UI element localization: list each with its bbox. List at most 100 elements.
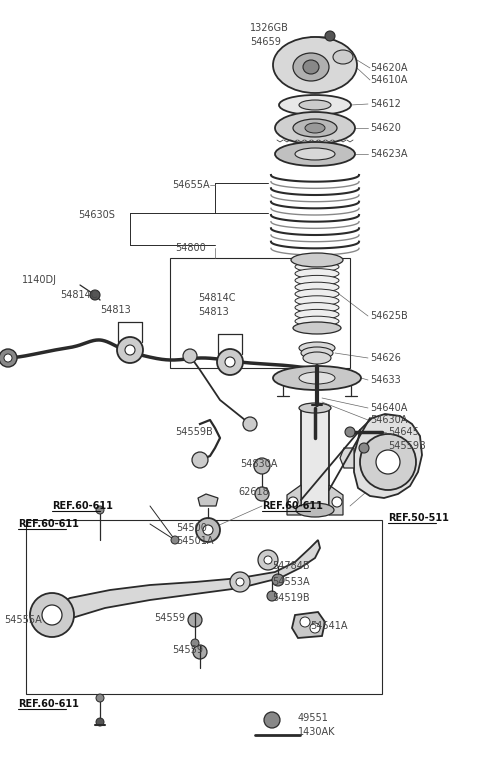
Text: 54623A: 54623A (370, 149, 408, 159)
Circle shape (171, 536, 179, 544)
Ellipse shape (295, 262, 339, 272)
Circle shape (217, 349, 243, 375)
Ellipse shape (291, 253, 343, 267)
Polygon shape (354, 414, 422, 498)
Circle shape (258, 550, 278, 570)
Text: 54500: 54500 (176, 523, 207, 533)
Text: 54830A: 54830A (240, 459, 277, 469)
Text: 54784B: 54784B (272, 561, 310, 571)
Text: 1430AK: 1430AK (298, 727, 336, 737)
Text: 54519B: 54519B (272, 593, 310, 603)
Text: 54630S: 54630S (78, 210, 115, 220)
Text: 54813: 54813 (198, 307, 229, 317)
Circle shape (96, 506, 104, 514)
Text: REF.60-611: REF.60-611 (18, 519, 79, 529)
Circle shape (96, 718, 104, 726)
Text: 54814C: 54814C (198, 293, 236, 303)
Text: 54541A: 54541A (310, 621, 348, 631)
Text: 62618: 62618 (238, 487, 269, 497)
Ellipse shape (295, 316, 339, 326)
Ellipse shape (295, 255, 339, 265)
Bar (26, 520, 382, 694)
Text: 54501A: 54501A (176, 536, 214, 546)
Circle shape (236, 578, 244, 586)
Ellipse shape (293, 322, 341, 334)
Text: 54559B: 54559B (175, 427, 213, 437)
Circle shape (264, 556, 272, 564)
Circle shape (191, 639, 199, 647)
Text: 54655A: 54655A (172, 180, 210, 190)
Text: 54620A: 54620A (370, 63, 408, 73)
Ellipse shape (299, 100, 331, 110)
Circle shape (243, 417, 257, 431)
Circle shape (325, 31, 335, 41)
Polygon shape (287, 485, 301, 515)
Circle shape (272, 574, 284, 586)
Text: 49551: 49551 (298, 713, 329, 723)
Text: 54610A: 54610A (370, 75, 408, 85)
Text: 54800: 54800 (175, 243, 206, 253)
Text: REF.60-611: REF.60-611 (18, 699, 79, 709)
Text: REF.60-611: REF.60-611 (262, 501, 323, 511)
Text: 54559B: 54559B (388, 441, 426, 451)
Ellipse shape (303, 60, 319, 74)
Ellipse shape (295, 282, 339, 293)
Circle shape (90, 290, 100, 300)
Ellipse shape (279, 95, 351, 115)
Text: REF.50-511: REF.50-511 (388, 513, 449, 523)
Text: 54633: 54633 (370, 375, 401, 385)
Circle shape (310, 623, 320, 633)
Circle shape (360, 434, 416, 490)
Text: 54555A: 54555A (4, 615, 42, 625)
Ellipse shape (299, 372, 335, 384)
Ellipse shape (275, 142, 355, 166)
Polygon shape (46, 540, 320, 626)
Circle shape (267, 591, 277, 601)
Circle shape (30, 593, 74, 637)
Text: 54626: 54626 (370, 353, 401, 363)
Ellipse shape (301, 347, 333, 359)
Ellipse shape (295, 323, 339, 333)
Text: 1326GB: 1326GB (250, 23, 289, 33)
Bar (170, 258, 350, 368)
Circle shape (0, 349, 17, 367)
Bar (301, 408, 329, 510)
Text: 54813: 54813 (100, 305, 131, 315)
Circle shape (264, 712, 280, 728)
Text: 54625B: 54625B (370, 311, 408, 321)
Ellipse shape (295, 275, 339, 286)
Ellipse shape (293, 119, 337, 137)
Text: 54620: 54620 (370, 123, 401, 133)
Circle shape (192, 452, 208, 468)
Text: REF.60-611: REF.60-611 (52, 501, 113, 511)
Circle shape (332, 497, 342, 507)
Text: 54630A: 54630A (370, 415, 408, 425)
Text: 54559: 54559 (154, 613, 185, 623)
Ellipse shape (275, 112, 355, 144)
Ellipse shape (333, 50, 353, 64)
Circle shape (203, 525, 213, 535)
Text: 54659: 54659 (250, 37, 281, 47)
Ellipse shape (299, 403, 331, 413)
Ellipse shape (303, 352, 331, 364)
Ellipse shape (299, 342, 335, 354)
Ellipse shape (296, 503, 334, 517)
Ellipse shape (293, 53, 329, 81)
Polygon shape (329, 485, 343, 515)
Text: 54814C: 54814C (60, 290, 97, 300)
Text: 54640A: 54640A (370, 403, 408, 413)
Circle shape (255, 487, 269, 501)
Text: 1140DJ: 1140DJ (22, 275, 57, 285)
Circle shape (376, 450, 400, 474)
Ellipse shape (295, 148, 335, 160)
Circle shape (188, 613, 202, 627)
Circle shape (196, 518, 220, 542)
Polygon shape (292, 612, 325, 638)
Ellipse shape (295, 310, 339, 320)
Ellipse shape (273, 366, 361, 390)
Ellipse shape (273, 37, 357, 93)
Text: 54645: 54645 (388, 427, 419, 437)
Circle shape (117, 337, 143, 363)
Circle shape (42, 605, 62, 625)
Circle shape (288, 497, 298, 507)
